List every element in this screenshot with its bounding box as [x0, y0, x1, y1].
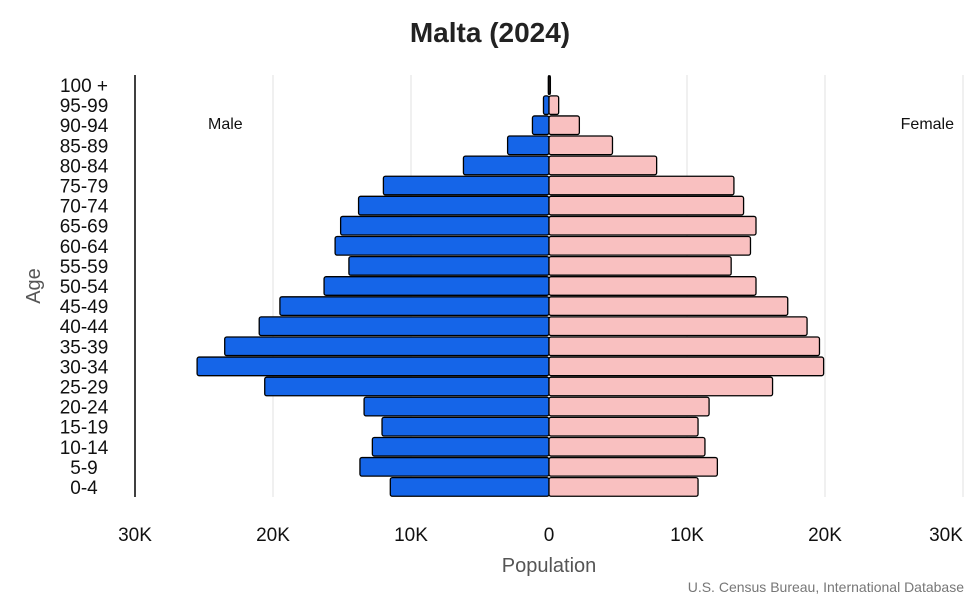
- y-tick-label: 100 +: [60, 76, 108, 97]
- bar-female: [548, 235, 752, 256]
- source-note: U.S. Census Bureau, International Databa…: [688, 579, 964, 595]
- x-axis-label: Population: [502, 555, 597, 577]
- bar-female: [548, 456, 719, 477]
- bar-female: [548, 75, 552, 95]
- y-tick-label: 20-24: [60, 398, 109, 419]
- y-axis-label: Age: [23, 268, 45, 304]
- series-label-female: Female: [901, 116, 954, 133]
- y-tick-label: 90-94: [60, 116, 109, 137]
- bar-female: [548, 436, 706, 457]
- y-tick-label: 75-79: [60, 177, 109, 198]
- y-tick-label: 25-29: [60, 377, 109, 398]
- bar-female: [548, 135, 614, 156]
- y-tick-label: 50-54: [60, 277, 109, 298]
- bar-female: [548, 356, 825, 377]
- y-tick-label: 85-89: [60, 136, 109, 157]
- bar-female: [548, 416, 699, 437]
- y-tick-label: 80-84: [60, 156, 109, 177]
- bar-male: [196, 356, 550, 377]
- bar-male: [381, 416, 550, 437]
- bar-male: [389, 477, 550, 497]
- x-tick-labels: 30K 20K 10K 0 10K 20K 30K: [118, 525, 963, 546]
- y-tick-label: 30-34: [60, 357, 109, 378]
- y-tick-label: 95-99: [60, 96, 109, 117]
- y-tick-label: 35-39: [60, 337, 109, 358]
- bar-male: [462, 155, 550, 176]
- y-tick-label: 45-49: [60, 297, 109, 318]
- bar-female: [548, 296, 789, 317]
- bar-female: [548, 316, 808, 337]
- bar-male: [334, 235, 550, 256]
- y-tick-label: 15-19: [60, 418, 109, 439]
- y-tick-label: 10-14: [60, 438, 109, 459]
- bar-male: [224, 336, 550, 357]
- x-tick-label: 20K: [808, 525, 842, 546]
- x-tick-label: 30K: [118, 525, 152, 546]
- bar-female: [548, 195, 745, 216]
- bar-female: [548, 276, 757, 296]
- bar-male: [359, 456, 550, 477]
- y-tick-label: 60-64: [60, 237, 109, 258]
- x-tick-label: 0: [544, 525, 555, 546]
- bar-male: [506, 135, 550, 156]
- y-tick-label: 40-44: [60, 317, 109, 338]
- bar-female: [548, 336, 821, 357]
- y-tick-label: 0-4: [70, 478, 98, 499]
- y-tick-label: 70-74: [60, 197, 109, 218]
- bar-male: [348, 255, 550, 276]
- bar-male: [363, 396, 550, 417]
- y-tick-label: 55-59: [60, 257, 109, 278]
- bar-female: [548, 175, 735, 196]
- x-tick-label: 30K: [929, 525, 963, 546]
- bar-female: [548, 255, 732, 276]
- bar-female: [548, 155, 658, 176]
- bar-female: [548, 396, 710, 417]
- series-label-male: Male: [208, 116, 243, 133]
- bar-male: [279, 296, 550, 317]
- bar-female: [548, 115, 581, 136]
- bars: [196, 75, 825, 497]
- y-tick-label: 65-69: [60, 217, 109, 238]
- chart-title: Malta (2024): [410, 17, 570, 48]
- bar-male: [323, 276, 550, 296]
- x-tick-label: 10K: [394, 525, 428, 546]
- x-tick-label: 20K: [256, 525, 290, 546]
- bar-male: [531, 115, 550, 136]
- bar-female: [548, 376, 774, 397]
- y-tick-label: 5-9: [70, 458, 97, 479]
- bar-male: [258, 316, 550, 337]
- bar-male: [357, 195, 550, 216]
- x-tick-label: 10K: [670, 525, 704, 546]
- bar-male: [382, 175, 550, 196]
- bar-male: [371, 436, 550, 457]
- bar-female: [548, 95, 560, 116]
- bar-male: [542, 95, 550, 116]
- bar-female: [548, 477, 699, 497]
- bar-female: [548, 215, 757, 236]
- bar-male: [264, 376, 550, 397]
- bar-male: [339, 215, 550, 236]
- y-tick-labels: 100 +95-9990-9485-8980-8475-7970-7465-69…: [60, 76, 109, 499]
